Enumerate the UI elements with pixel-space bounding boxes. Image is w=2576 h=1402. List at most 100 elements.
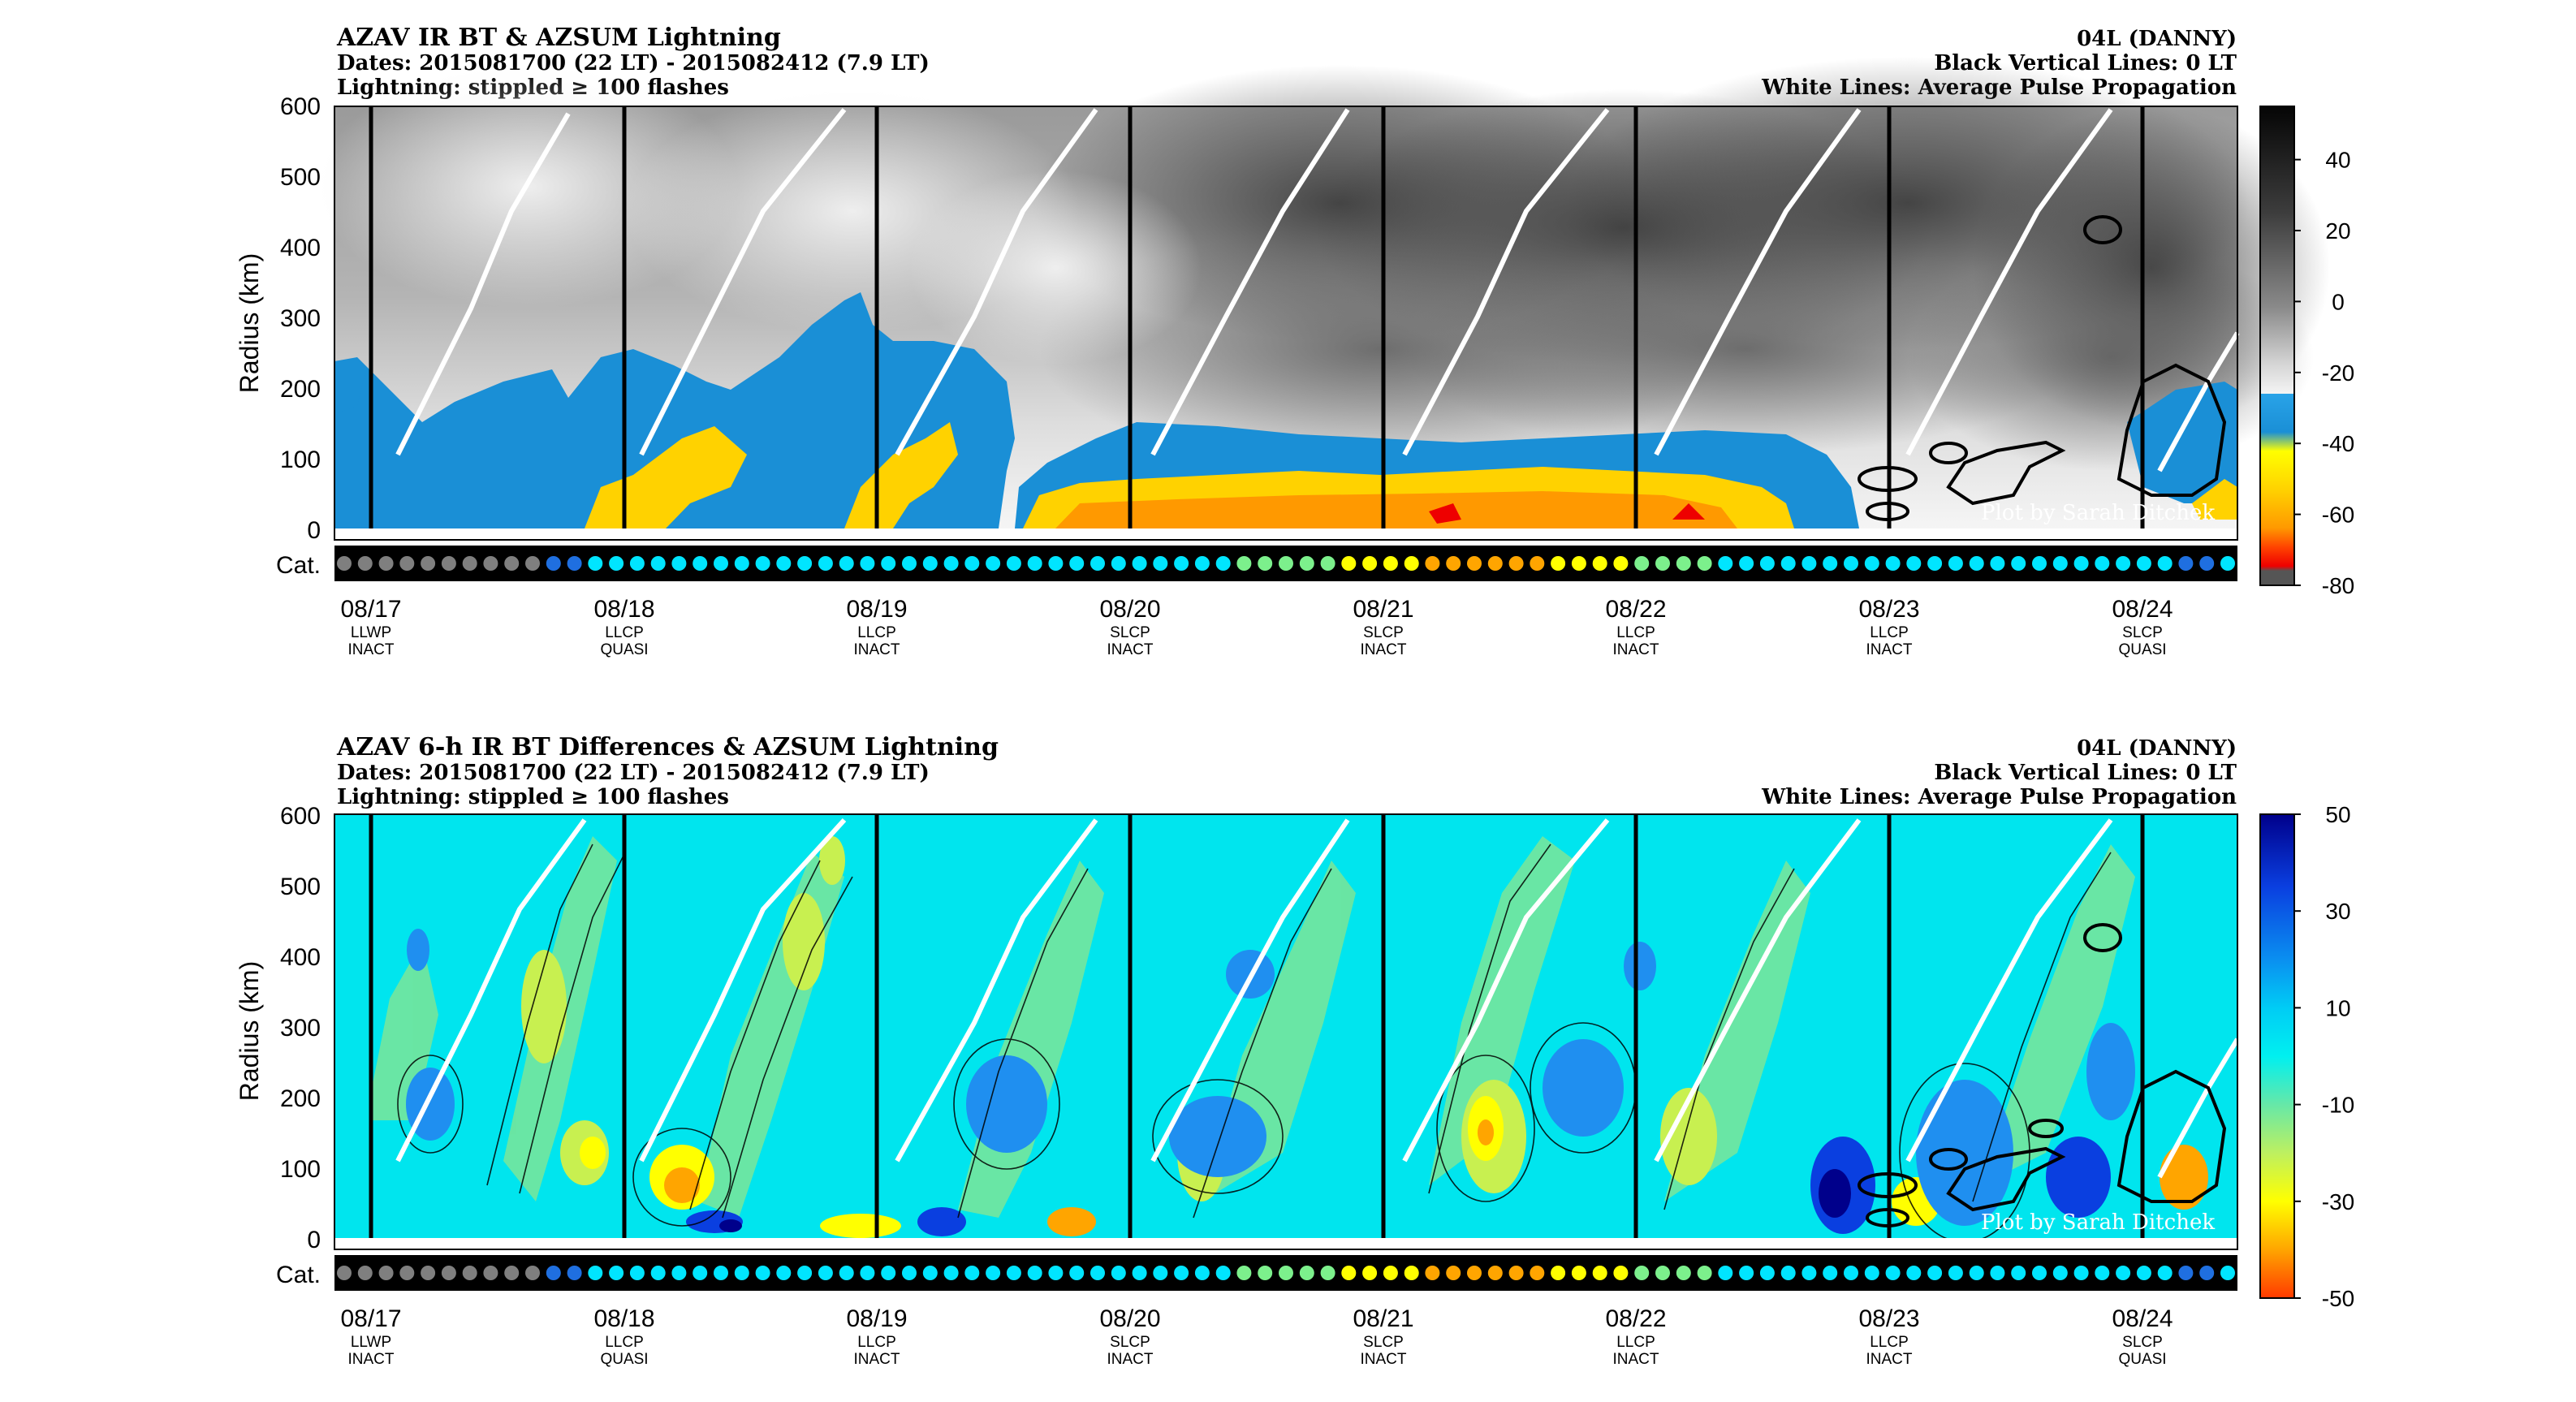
- category-dot: [1258, 556, 1273, 571]
- black-vertical-lines: [369, 814, 2145, 1238]
- category-dot: [337, 1266, 352, 1280]
- y-tick-label: 100: [280, 1156, 321, 1183]
- x-tick-label: 08/21: [1353, 596, 1413, 623]
- category-dot: [378, 556, 394, 571]
- y-axis-label: Radius (km): [235, 961, 264, 1101]
- category-dot: [922, 1266, 938, 1280]
- category-dot: [1613, 556, 1629, 571]
- x-tick-sublabel: SLCP: [1363, 1334, 1404, 1351]
- category-dot: [1864, 1266, 1879, 1280]
- category-dot: [1906, 1266, 1922, 1280]
- category-dot: [1362, 556, 1378, 571]
- colorbar-tick-label: -40: [2322, 431, 2354, 456]
- x-tick-sublabel: LLWP: [351, 624, 391, 641]
- panel-lightning-note: Lightning: stippled ≥ 100 flashes: [337, 785, 729, 809]
- category-dot: [1320, 1266, 1335, 1280]
- category-dot: [1969, 1266, 1984, 1280]
- category-dot: [2157, 1266, 2173, 1280]
- category-dot: [1634, 1266, 1650, 1280]
- category-dot: [1948, 556, 1963, 571]
- category-dot: [776, 556, 792, 571]
- category-dot: [1194, 556, 1210, 571]
- category-dot: [1299, 556, 1314, 571]
- category-dot: [1739, 1266, 1754, 1280]
- category-dot: [421, 556, 436, 571]
- y-axis: 0 100 200 300 400 500 600 Radius (km): [235, 93, 321, 544]
- category-dot: [1571, 1266, 1586, 1280]
- colorbar-tick-label: -20: [2322, 360, 2354, 386]
- colorbar-tick-label: -80: [2322, 573, 2354, 598]
- white-lines-note: White Lines: Average Pulse Propagation: [1761, 785, 2237, 809]
- colorbar-tick-label: -30: [2322, 1189, 2354, 1214]
- category-dot: [1655, 556, 1670, 571]
- category-dot: [2073, 556, 2089, 571]
- category-dot: [1885, 1266, 1901, 1280]
- category-dot: [1487, 1266, 1503, 1280]
- diff-heatmap-field: [334, 814, 2237, 1249]
- category-dot: [629, 556, 645, 571]
- category-dot: [1718, 1266, 1733, 1280]
- category-dot: [1906, 556, 1922, 571]
- category-dot: [818, 556, 833, 571]
- category-dot: [609, 556, 624, 571]
- category-dot: [1048, 556, 1064, 571]
- category-dot: [881, 1266, 896, 1280]
- x-tick-label: 08/17: [340, 596, 401, 623]
- category-dot: [1571, 556, 1586, 571]
- y-tick-label: 300: [280, 1015, 321, 1042]
- credit-watermark: Plot by Sarah Ditchek: [1981, 501, 2215, 525]
- colorbar-tick-label: 30: [2325, 899, 2350, 924]
- y-tick-label: 400: [280, 944, 321, 971]
- category-dot: [1215, 1266, 1231, 1280]
- category-dot: [546, 556, 561, 571]
- colorbar-tick-label: 40: [2325, 148, 2350, 173]
- x-tick-sublabel: SLCP: [1363, 624, 1404, 641]
- category-dot: [609, 1266, 624, 1280]
- category-dot: [671, 1266, 687, 1280]
- colorbar-tick-label: -50: [2322, 1286, 2354, 1311]
- category-dot: [1446, 1266, 1461, 1280]
- panel-dates: Dates: 2015081700 (22 LT) - 2015082412 (…: [337, 761, 930, 785]
- category-dot: [629, 1266, 645, 1280]
- category-dot: [860, 1266, 875, 1280]
- category-dot: [441, 1266, 456, 1280]
- category-dot: [734, 556, 749, 571]
- category-dot: [2095, 1266, 2110, 1280]
- category-dot: [441, 556, 456, 571]
- x-tick-sublabel: LLCP: [1870, 1334, 1909, 1351]
- category-dot: [588, 556, 603, 571]
- category-dot: [902, 1266, 917, 1280]
- category-dot: [2116, 556, 2131, 571]
- category-dot: [1697, 556, 1712, 571]
- category-dot: [1111, 556, 1126, 571]
- category-dot: [902, 556, 917, 571]
- category-dot: [1508, 1266, 1524, 1280]
- category-dot: [588, 1266, 603, 1280]
- category-dot: [2073, 1266, 2089, 1280]
- category-dot: [399, 1266, 415, 1280]
- category-dot: [1153, 1266, 1168, 1280]
- x-tick-sublabel: SLCP: [2122, 1334, 2163, 1351]
- y-tick-label: 300: [280, 305, 321, 332]
- category-dot: [1990, 556, 2005, 571]
- category-dot: [1174, 556, 1189, 571]
- category-dot: [2052, 556, 2068, 571]
- category-dot: [2199, 1266, 2215, 1280]
- category-dot: [1759, 556, 1775, 571]
- category-dot: [1530, 556, 1545, 571]
- category-dot: [1425, 556, 1440, 571]
- category-dot: [525, 1266, 540, 1280]
- y-axis-label: Radius (km): [235, 253, 264, 393]
- category-dot: [2032, 556, 2047, 571]
- colorbar-tick-label: -10: [2322, 1093, 2354, 1118]
- category-dot: [1194, 1266, 1210, 1280]
- category-dot: [1006, 1266, 1021, 1280]
- category-dot: [797, 556, 813, 571]
- x-tick-sublabel: QUASI: [2118, 1351, 2166, 1368]
- x-tick-sublabel: INACT: [1613, 1351, 1659, 1368]
- x-tick-sublabel: INACT: [1361, 1351, 1407, 1368]
- x-tick-sublabel: LLCP: [1616, 1334, 1655, 1351]
- category-dot: [337, 556, 352, 571]
- panel-dates: Dates: 2015081700 (22 LT) - 2015082412 (…: [337, 51, 930, 75]
- category-dot: [1780, 1266, 1796, 1280]
